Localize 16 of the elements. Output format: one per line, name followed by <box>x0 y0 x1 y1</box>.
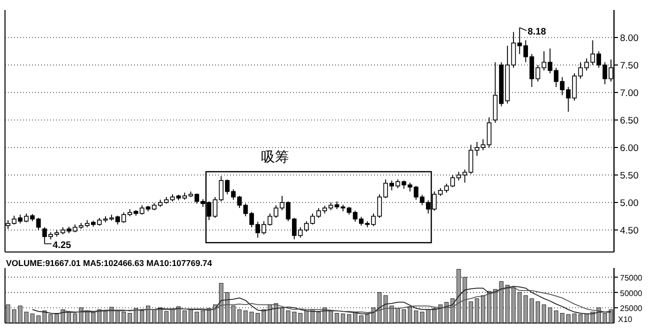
annotation: 吸筹 <box>260 148 289 165</box>
y-tick-label: 8.00 <box>620 33 638 44</box>
y-tick-label: 7.50 <box>620 60 638 72</box>
annotation: 8.18 <box>528 26 546 38</box>
y-tick-label: 25000 <box>620 304 643 314</box>
y-tick-label: 6.50 <box>620 116 638 126</box>
y-tick-label: 50000 <box>620 288 643 298</box>
y-tick-label: 75000 <box>620 274 643 283</box>
y-tick-label: 5.00 <box>620 198 638 209</box>
y-tick-label: 4.50 <box>620 226 638 236</box>
y-tick-label: 6.00 <box>620 143 638 154</box>
annotation: 4.25 <box>52 240 72 251</box>
chart-title: VOLUME:91667.01 MA5:102466.63 MA10:107769.74 <box>6 258 212 268</box>
y-tick-label: 5.50 <box>620 170 638 182</box>
text: X10 <box>618 315 633 324</box>
y-tick-label: 7.00 <box>620 88 638 99</box>
